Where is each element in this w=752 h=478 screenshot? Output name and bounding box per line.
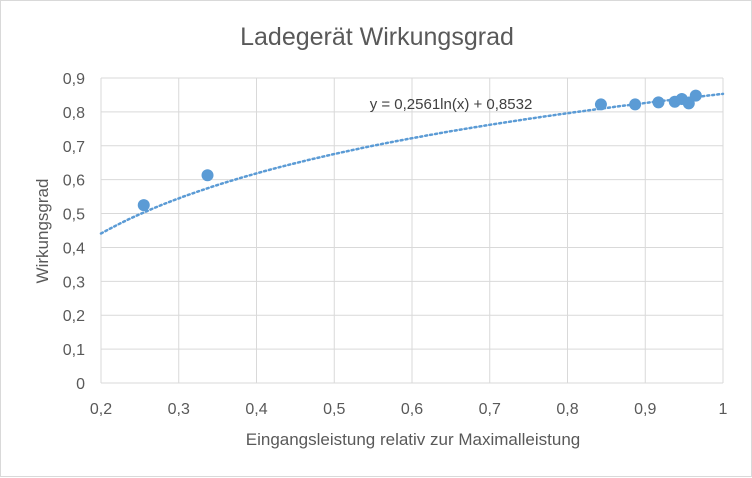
trendline-curve xyxy=(99,92,725,235)
y-tick-label: 0,4 xyxy=(63,240,85,257)
chart-title: Ladegerät Wirkungsgrad xyxy=(240,23,514,51)
y-tick-label: 0,1 xyxy=(63,342,85,359)
y-axis-ticks: 0 0,1 0,2 0,3 0,4 0,5 0,6 0,7 0,8 0,9 xyxy=(63,71,85,393)
x-tick-label: 0,2 xyxy=(90,401,112,418)
y-tick-label: 0,6 xyxy=(63,173,85,190)
x-axis-ticks: 0,2 0,3 0,4 0,5 0,6 0,7 0,8 0,9 1 xyxy=(90,401,728,418)
data-point xyxy=(201,169,214,182)
x-tick-label: 0,3 xyxy=(168,401,190,418)
data-point xyxy=(689,89,702,102)
data-point xyxy=(629,98,642,111)
x-tick-label: 0,8 xyxy=(556,401,578,418)
y-tick-label: 0,5 xyxy=(63,207,85,224)
data-point xyxy=(594,98,607,111)
y-tick-label: 0,2 xyxy=(63,308,85,325)
x-tick-label: 0,6 xyxy=(401,401,423,418)
y-axis-label: Wirkungsgrad xyxy=(33,179,52,284)
x-tick-label: 0,4 xyxy=(245,401,267,418)
y-tick-label: 0,9 xyxy=(63,71,85,88)
y-tick-label: 0 xyxy=(76,376,85,393)
y-tick-label: 0,8 xyxy=(63,105,85,122)
x-tick-label: 0,5 xyxy=(323,401,345,418)
y-tick-label: 0,3 xyxy=(63,274,85,291)
data-point xyxy=(137,199,150,212)
data-points xyxy=(137,89,702,212)
x-axis-label: Eingangsleistung relativ zur Maximalleis… xyxy=(246,430,581,449)
x-tick-label: 1 xyxy=(719,401,728,418)
trendline-equation: y = 0,2561ln(x) + 0,8532 xyxy=(370,96,533,113)
x-tick-label: 0,7 xyxy=(479,401,501,418)
x-tick-label: 0,9 xyxy=(634,401,656,418)
gridlines xyxy=(100,77,724,384)
y-tick-label: 0,7 xyxy=(63,139,85,156)
data-point xyxy=(652,96,665,109)
trendline xyxy=(99,92,725,235)
data-point xyxy=(682,97,695,110)
